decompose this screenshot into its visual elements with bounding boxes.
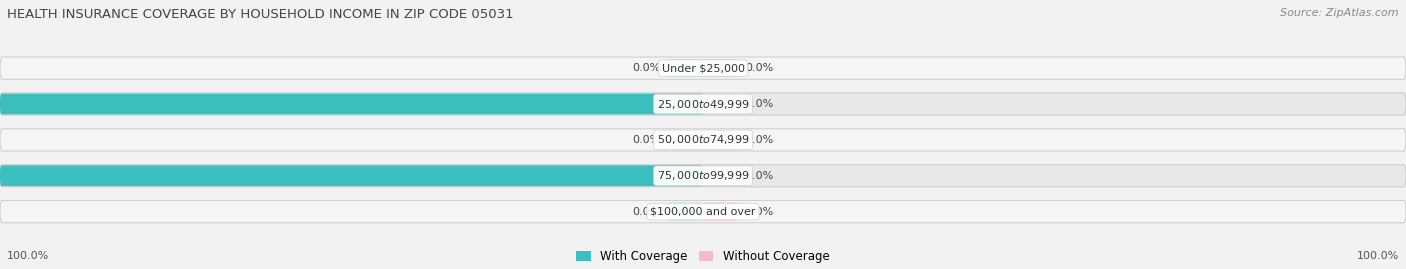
Legend: With Coverage, Without Coverage: With Coverage, Without Coverage — [576, 250, 830, 263]
FancyBboxPatch shape — [703, 95, 738, 113]
Text: 100.0%: 100.0% — [7, 251, 49, 261]
FancyBboxPatch shape — [703, 167, 738, 185]
Text: Under $25,000: Under $25,000 — [661, 63, 745, 73]
FancyBboxPatch shape — [668, 59, 703, 77]
Text: $50,000 to $74,999: $50,000 to $74,999 — [657, 133, 749, 146]
Text: 0.0%: 0.0% — [745, 135, 773, 145]
FancyBboxPatch shape — [0, 94, 703, 114]
FancyBboxPatch shape — [0, 57, 1406, 79]
FancyBboxPatch shape — [703, 131, 738, 149]
Text: $25,000 to $49,999: $25,000 to $49,999 — [657, 98, 749, 111]
FancyBboxPatch shape — [0, 200, 1406, 223]
Text: 0.0%: 0.0% — [745, 63, 773, 73]
FancyBboxPatch shape — [703, 203, 738, 221]
Text: Source: ZipAtlas.com: Source: ZipAtlas.com — [1281, 8, 1399, 18]
Text: $100,000 and over: $100,000 and over — [650, 207, 756, 217]
FancyBboxPatch shape — [668, 203, 703, 221]
FancyBboxPatch shape — [0, 165, 703, 186]
Text: 0.0%: 0.0% — [633, 135, 661, 145]
Text: 0.0%: 0.0% — [745, 207, 773, 217]
Text: 0.0%: 0.0% — [633, 207, 661, 217]
FancyBboxPatch shape — [668, 131, 703, 149]
FancyBboxPatch shape — [703, 59, 738, 77]
Text: 0.0%: 0.0% — [745, 171, 773, 181]
Text: 0.0%: 0.0% — [633, 63, 661, 73]
Text: $75,000 to $99,999: $75,000 to $99,999 — [657, 169, 749, 182]
Text: HEALTH INSURANCE COVERAGE BY HOUSEHOLD INCOME IN ZIP CODE 05031: HEALTH INSURANCE COVERAGE BY HOUSEHOLD I… — [7, 8, 513, 21]
Text: 100.0%: 100.0% — [1357, 251, 1399, 261]
FancyBboxPatch shape — [0, 129, 1406, 151]
FancyBboxPatch shape — [0, 93, 1406, 115]
FancyBboxPatch shape — [0, 165, 1406, 187]
Text: 0.0%: 0.0% — [745, 99, 773, 109]
